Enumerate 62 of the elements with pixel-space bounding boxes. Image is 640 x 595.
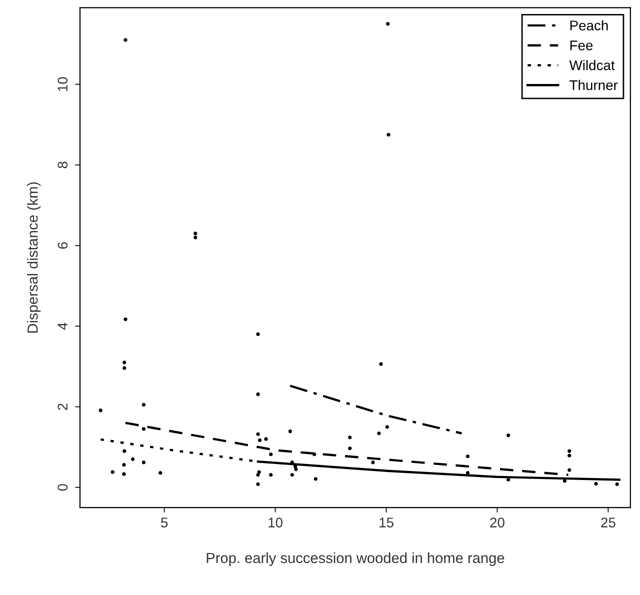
y-tick-label: 4 [58,322,68,330]
point [269,473,273,477]
point [386,132,390,137]
point [194,232,198,236]
point [568,454,572,458]
point [124,317,128,322]
point [142,402,146,407]
point [256,332,260,336]
point [377,432,381,436]
legend-label: Thurner [570,80,618,90]
point [124,38,128,42]
point [615,482,619,486]
point [194,236,198,240]
point [122,366,126,370]
y-tick-label: 0 [58,484,68,491]
point [385,425,389,429]
x-tick-label: 10 [268,518,282,528]
x-tick-label: 5 [161,518,168,528]
point [256,432,260,436]
point [314,477,318,481]
point [256,482,260,486]
x-tick-label: 20 [490,518,504,528]
point [568,468,572,472]
point [264,437,268,441]
point [371,460,375,464]
point [379,362,383,366]
point [258,438,262,442]
point [122,449,126,453]
legend-label: Wildcat [569,60,615,70]
point [288,430,292,434]
point [122,360,126,364]
point [269,452,273,456]
point [290,473,294,477]
point [110,470,114,474]
point [256,392,260,396]
point [122,462,126,467]
point [348,436,352,440]
point [386,22,390,26]
y-tick-label: 8 [58,162,68,168]
point [506,434,510,438]
point [122,472,126,476]
x-tick-label: 25 [601,518,616,528]
point [466,454,470,458]
point [142,460,146,464]
y-tick-label: 2 [58,404,68,410]
point [130,457,135,462]
legend-label: Fee [570,40,593,50]
legend-label: Peach [570,20,608,30]
point [257,470,261,474]
y-tick-label: 6 [58,242,68,249]
point [142,427,146,431]
x-axis-title: Prop. early succession wooded in home range [206,552,504,566]
point [158,471,162,475]
point [562,479,567,483]
y-tick-label: 10 [58,77,68,91]
point [568,449,572,453]
point [594,482,598,486]
point [98,408,102,412]
point [348,446,352,450]
y-axis-title: Dispersal distance (km) [27,182,41,333]
point [294,467,298,472]
x-tick-label: 15 [380,518,394,528]
